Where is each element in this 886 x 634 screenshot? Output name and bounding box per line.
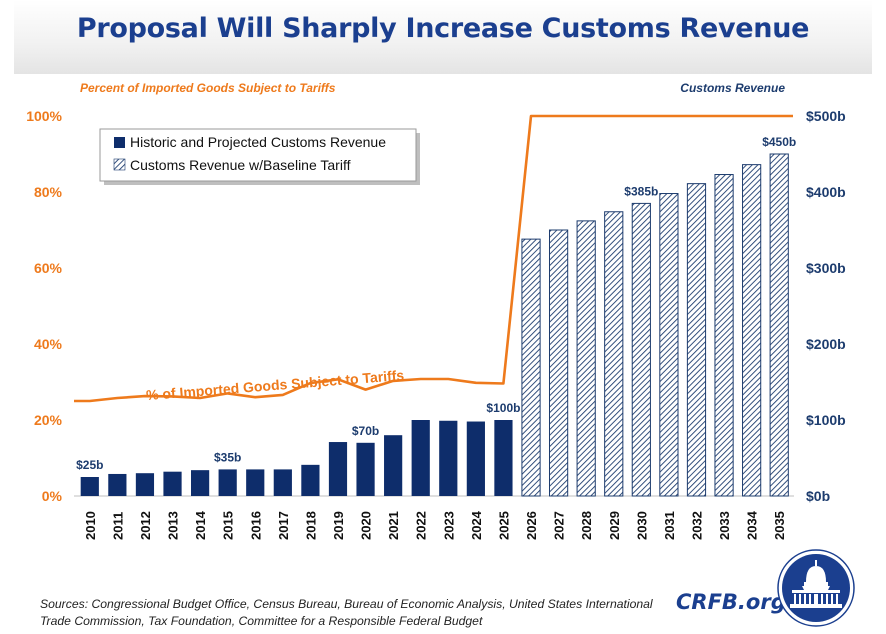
legend-swatch-solid xyxy=(114,137,125,148)
right-axis-ticks: $0b $100b $200b $300b $400b $500b xyxy=(806,108,846,504)
title-band: Proposal Will Sharply Increase Customs R… xyxy=(14,0,872,74)
right-tick-label: $400b xyxy=(806,184,846,200)
left-tick-label: 100% xyxy=(26,108,62,124)
bar-historic-2018 xyxy=(301,464,320,496)
x-tick-label: 2011 xyxy=(110,512,125,540)
bar-historic-2023 xyxy=(439,420,458,496)
bar-baseline-2027 xyxy=(548,229,569,497)
x-tick-label: 2015 xyxy=(221,511,236,540)
bar-value-label: $25b xyxy=(76,458,103,472)
tariff-share-line-group xyxy=(74,114,793,403)
bar-historic-2016 xyxy=(246,469,265,496)
x-tick-label: 2035 xyxy=(772,511,787,540)
chart-title: Proposal Will Sharply Increase Customs R… xyxy=(76,13,810,44)
sources-note: Sources: Congressional Budget Office, Ce… xyxy=(40,597,653,628)
x-tick-label: 2032 xyxy=(689,511,704,540)
x-tick-label: 2033 xyxy=(717,511,732,540)
bar-baseline-2026 xyxy=(521,238,541,497)
x-tick-label: 2034 xyxy=(745,510,760,540)
bar-baseline-2031 xyxy=(659,193,679,497)
right-tick-label: $300b xyxy=(806,260,846,276)
x-tick-label: 2010 xyxy=(83,511,98,540)
chart-svg: Percent of Imported Goods Subject to Tar… xyxy=(26,81,846,540)
x-tick-label: 2020 xyxy=(359,511,374,540)
bar-value-labels: $25b $35b $70b $100b $385b $450b xyxy=(76,135,796,472)
bar-historic-2012 xyxy=(135,473,155,496)
bar-baseline-2035 xyxy=(769,153,789,497)
bar-value-label: $450b xyxy=(762,135,796,149)
right-tick-label: $500b xyxy=(806,108,846,124)
right-axis-title: Customs Revenue xyxy=(680,81,785,95)
legend-swatch-hatched xyxy=(113,158,126,171)
bar-value-label: $70b xyxy=(352,424,379,438)
bar-historic-2022 xyxy=(411,420,430,496)
x-tick-label: 2023 xyxy=(441,511,456,540)
bar-baseline-2029 xyxy=(604,211,624,497)
x-tick-label: 2012 xyxy=(138,511,153,540)
bar-historic-2019 xyxy=(328,442,348,496)
bar-baseline-2030 xyxy=(631,202,651,497)
x-tick-label: 2019 xyxy=(331,511,346,540)
x-tick-label: 2024 xyxy=(469,510,484,540)
right-tick-label: $100b xyxy=(806,412,846,428)
bar-historic-2011 xyxy=(108,473,127,496)
right-tick-label: $0b xyxy=(806,488,830,504)
legend: Historic and Projected Customs Revenue C… xyxy=(99,128,420,185)
capitol-dome-icon xyxy=(777,549,855,627)
x-tick-label: 2030 xyxy=(634,511,649,540)
legend-entry-historic: Historic and Projected Customs Revenue xyxy=(130,134,386,150)
bar-historic-2020 xyxy=(356,442,375,496)
bar-value-label: $385b xyxy=(624,184,658,198)
bar-baseline-2028 xyxy=(576,220,596,497)
x-tick-label: 2026 xyxy=(524,511,539,540)
x-tick-label: 2027 xyxy=(552,511,567,540)
x-tick-label: 2016 xyxy=(248,511,263,540)
bar-baseline-2033 xyxy=(714,174,734,497)
bars xyxy=(80,153,789,497)
x-tick-label: 2017 xyxy=(276,511,291,540)
left-tick-label: 80% xyxy=(34,184,63,200)
left-tick-label: 0% xyxy=(42,488,63,504)
bar-value-label: $100b xyxy=(486,401,520,415)
bar-historic-2024 xyxy=(466,421,485,496)
left-axis-title: Percent of Imported Goods Subject to Tar… xyxy=(80,81,336,95)
left-tick-label: 60% xyxy=(34,260,63,276)
x-tick-label: 2029 xyxy=(607,511,622,540)
tariff-share-line xyxy=(74,114,793,403)
bar-historic-2013 xyxy=(163,471,182,496)
right-tick-label: $200b xyxy=(806,336,846,352)
x-tick-label: 2013 xyxy=(166,511,181,540)
bar-historic-2017 xyxy=(273,469,292,496)
brand-link[interactable]: CRFB.org xyxy=(676,590,786,614)
x-tick-label: 2021 xyxy=(386,511,401,540)
legend-entry-baseline: Customs Revenue w/Baseline Tariff xyxy=(130,157,351,173)
bar-baseline-2032 xyxy=(686,183,707,497)
x-tick-label: 2022 xyxy=(414,511,429,540)
x-tick-label: 2025 xyxy=(496,511,511,540)
x-tick-label: 2018 xyxy=(303,511,318,540)
bar-historic-2010 xyxy=(80,477,99,496)
bar-historic-2021 xyxy=(384,435,403,496)
bar-historic-2025 xyxy=(494,420,513,496)
left-axis-ticks: 0% 20% 40% 60% 80% 100% xyxy=(26,108,62,504)
bar-historic-2015 xyxy=(218,469,237,496)
x-tick-label: 2014 xyxy=(193,510,208,540)
left-tick-label: 40% xyxy=(34,336,63,352)
left-tick-label: 20% xyxy=(34,412,63,428)
bar-value-label: $35b xyxy=(214,450,241,464)
bar-historic-2014 xyxy=(190,470,210,496)
x-tick-label: 2031 xyxy=(662,511,677,540)
line-label: % of Imported Goods Subject to Tariffs xyxy=(145,367,404,403)
bar-baseline-2034 xyxy=(742,164,762,497)
x-tick-label: 2028 xyxy=(579,511,594,540)
x-axis-ticks: 2010 2011 2012 2013 2014 2015 2016 2017 2018 2019… xyxy=(83,510,787,540)
